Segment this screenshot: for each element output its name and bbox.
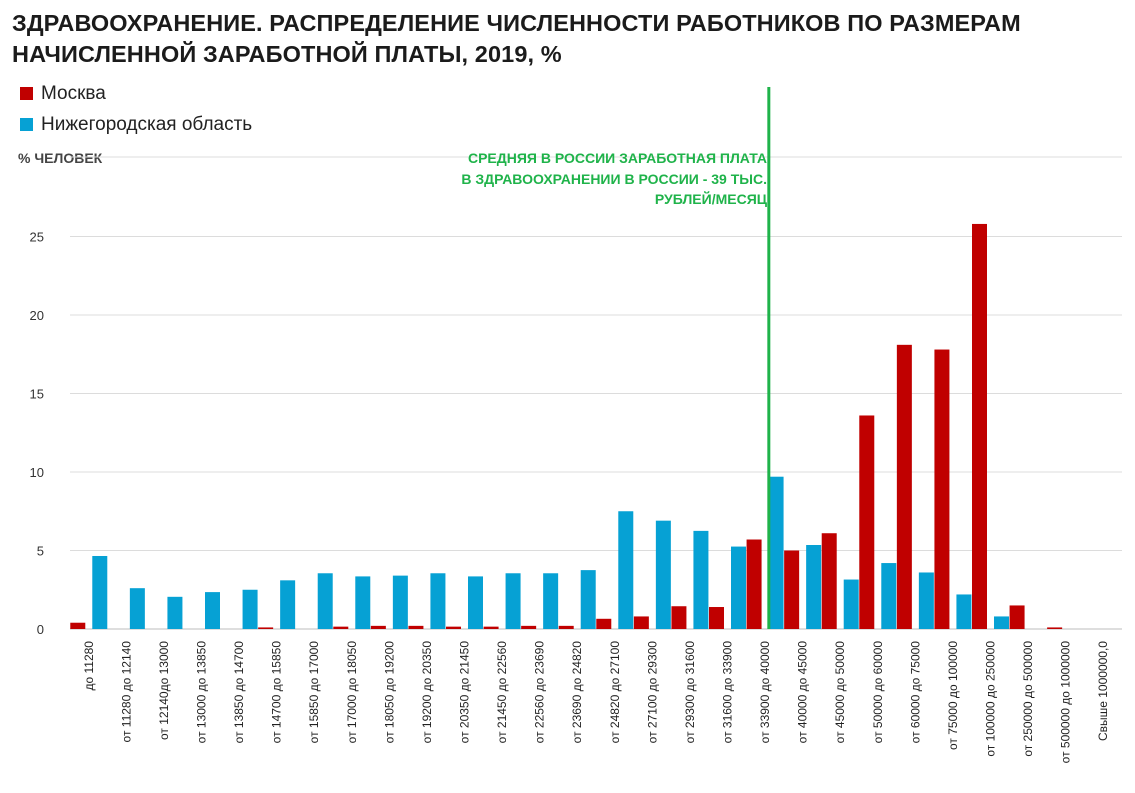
y-tick-label-5: 5 bbox=[37, 544, 44, 559]
x-tick-label-25: от 250000 до 500000 bbox=[1021, 641, 1035, 757]
bar-nizhny-8 bbox=[392, 575, 408, 629]
bar-nizhny-22 bbox=[918, 572, 934, 629]
x-tick-label-19: от 40000 до 45000 bbox=[796, 641, 810, 744]
x-tick-label-9: от 19200 до 20350 bbox=[420, 641, 434, 744]
bar-nizhny-9 bbox=[430, 573, 446, 629]
legend-item-nizhny: Нижегородская область bbox=[20, 109, 252, 140]
bar-moscow-12 bbox=[521, 625, 537, 629]
x-tick-label-10: от 20350 до 21450 bbox=[458, 641, 472, 744]
legend-item-moscow: Москва bbox=[20, 78, 252, 109]
x-tick-label-16: от 29300 до 31600 bbox=[683, 641, 697, 744]
x-tick-label-3: от 13000 до 13850 bbox=[195, 641, 209, 744]
bar-moscow-5 bbox=[258, 627, 274, 629]
bar-nizhny-3 bbox=[205, 592, 220, 629]
bar-moscow-10 bbox=[446, 626, 461, 629]
bar-moscow-26 bbox=[1047, 627, 1063, 629]
x-tick-label-27: Свыше 1000000,0 bbox=[1096, 641, 1110, 741]
legend-swatch-moscow bbox=[20, 87, 33, 100]
y-tick-label-10: 10 bbox=[30, 465, 44, 480]
x-tick-label-21: от 50000 до 60000 bbox=[871, 641, 885, 744]
bar-moscow-20 bbox=[821, 533, 837, 629]
x-tick-label-13: от 23690 до 24820 bbox=[570, 641, 584, 744]
bar-nizhny-1 bbox=[129, 588, 145, 629]
bar-nizhny-4 bbox=[242, 589, 258, 629]
annotation-line-3: РУБЛЕЙ/МЕСЯЦ bbox=[654, 191, 767, 207]
bar-nizhny-20 bbox=[843, 579, 859, 629]
bar-moscow-19 bbox=[784, 550, 800, 629]
bar-moscow-25 bbox=[1009, 605, 1025, 629]
bar-nizhny-11 bbox=[505, 573, 521, 629]
x-tick-label-17: от 31600 до 33900 bbox=[721, 641, 735, 744]
y-tick-label-25: 25 bbox=[30, 230, 44, 245]
bar-moscow-11 bbox=[483, 626, 499, 629]
y-axis-label: % ЧЕЛОВЕК bbox=[18, 150, 103, 166]
bar-moscow-23 bbox=[934, 349, 950, 629]
x-tick-label-22: от 60000 до 75000 bbox=[908, 641, 922, 744]
bar-moscow-15 bbox=[633, 616, 649, 629]
bar-moscow-9 bbox=[408, 625, 424, 629]
bar-nizhny-6 bbox=[317, 573, 333, 629]
x-tick-label-20: от 45000 до 50000 bbox=[833, 641, 847, 744]
x-tick-label-8: от 18050 до 19200 bbox=[382, 641, 396, 744]
x-tick-label-15: от 27100 до 29300 bbox=[645, 641, 659, 744]
reference-line-annotation: СРЕДНЯЯ В РОССИИ ЗАРАБОТНАЯ ПЛАТА В ЗДРА… bbox=[420, 148, 767, 210]
bar-nizhny-12 bbox=[543, 573, 559, 629]
legend-swatch-nizhny bbox=[20, 118, 33, 131]
x-tick-label-18: от 33900 до 40000 bbox=[758, 641, 772, 744]
bar-nizhny-2 bbox=[167, 596, 183, 629]
x-tick-label-0: до 11280 bbox=[82, 641, 96, 691]
x-tick-label-24: от 100000 до 250000 bbox=[984, 641, 998, 757]
bar-moscow-16 bbox=[671, 606, 687, 629]
x-tick-label-4: от 13850 до 14700 bbox=[232, 641, 246, 744]
x-tick-label-6: от 15850 до 17000 bbox=[307, 641, 321, 744]
x-tick-label-23: от 75000 до 100000 bbox=[946, 641, 960, 750]
bar-nizhny-10 bbox=[468, 576, 483, 629]
bar-nizhny-24 bbox=[994, 616, 1009, 629]
legend-label-nizhny: Нижегородская область bbox=[41, 113, 253, 135]
bar-moscow-13 bbox=[558, 625, 574, 629]
bar-nizhny-16 bbox=[693, 530, 709, 629]
legend: Москва Нижегородская область bbox=[20, 78, 252, 140]
bar-nizhny-17 bbox=[731, 546, 746, 629]
bar-moscow-7 bbox=[333, 626, 349, 629]
chart-title: ЗДРАВООХРАНЕНИЕ. РАСПРЕДЕЛЕНИЕ ЧИСЛЕННОС… bbox=[12, 10, 1021, 67]
x-tick-label-1: от 11280 до 12140 bbox=[119, 641, 133, 743]
bar-nizhny-5 bbox=[280, 580, 296, 629]
bar-moscow-22 bbox=[896, 344, 912, 629]
x-tick-label-12: от 22560 до 23690 bbox=[533, 641, 547, 744]
bar-nizhny-18 bbox=[768, 476, 784, 629]
annotation-line-2: В ЗДРАВООХРАНЕНИИ В РОССИИ - 39 ТЫС. bbox=[461, 170, 767, 187]
y-tick-label-15: 15 bbox=[30, 387, 44, 402]
bar-moscow-17 bbox=[709, 607, 724, 629]
legend-label-moscow: Москва bbox=[41, 82, 106, 104]
annotation-line-1: СРЕДНЯЯ В РОССИИ ЗАРАБОТНАЯ ПЛАТА bbox=[467, 150, 767, 166]
bar-nizhny-21 bbox=[881, 563, 897, 629]
bar-nizhny-7 bbox=[355, 576, 371, 629]
x-tick-label-14: от 24820 до 27100 bbox=[608, 641, 622, 744]
y-tick-label-20: 20 bbox=[30, 308, 44, 323]
x-tick-label-5: от 14700 до 15850 bbox=[270, 641, 284, 744]
bar-moscow-24 bbox=[972, 223, 987, 629]
bar-nizhny-13 bbox=[580, 570, 596, 629]
bar-nizhny-19 bbox=[806, 545, 822, 629]
bar-moscow-0 bbox=[70, 622, 86, 629]
x-tick-label-11: от 21450 до 22560 bbox=[495, 641, 509, 744]
bar-moscow-14 bbox=[596, 618, 612, 629]
x-tick-label-7: от 17000 до 18050 bbox=[345, 641, 359, 744]
bar-nizhny-0 bbox=[92, 555, 108, 629]
x-tick-label-2: от 12140до 13000 bbox=[157, 641, 171, 740]
bar-nizhny-23 bbox=[956, 594, 972, 629]
bar-nizhny-15 bbox=[655, 520, 671, 629]
x-tick-label-26: от 500000 до 1000000 bbox=[1059, 641, 1073, 764]
bar-moscow-8 bbox=[370, 625, 386, 629]
bar-nizhny-14 bbox=[618, 511, 634, 629]
y-tick-label-0: 0 bbox=[37, 622, 44, 637]
bar-moscow-18 bbox=[746, 539, 762, 629]
bar-moscow-21 bbox=[859, 415, 875, 629]
